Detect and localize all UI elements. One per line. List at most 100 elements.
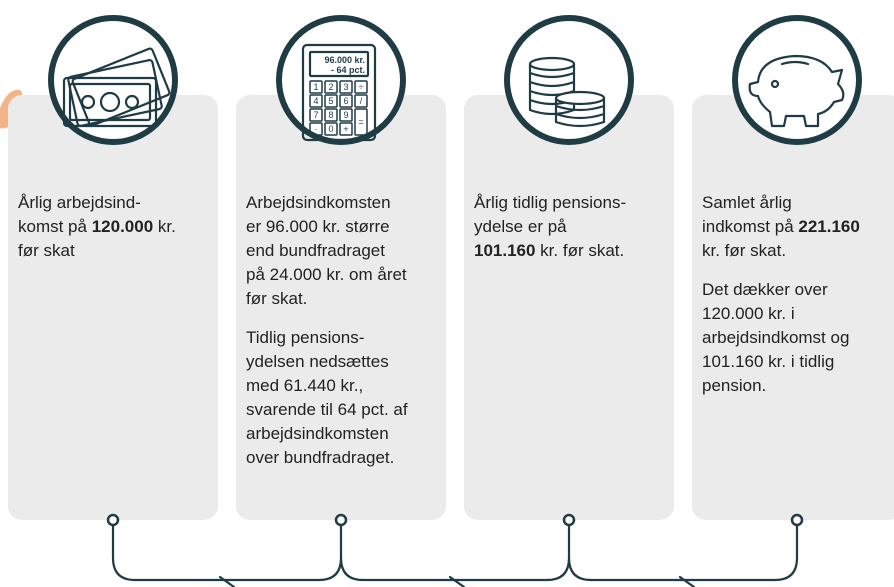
calc-key-label: + [343, 124, 348, 134]
calc-key-label: 6 [343, 96, 348, 106]
calc-key-label: 5 [328, 96, 333, 106]
calc-display: 96.000 kr. [324, 55, 365, 65]
coins-icon [528, 56, 606, 128]
text-run: Årlig tidlig pensions- [474, 193, 626, 212]
card-text-line: ydelse er på [474, 217, 567, 236]
card-text-line: pension. [702, 376, 766, 395]
calc-key [309, 80, 323, 94]
calc-key-label: 4 [313, 96, 318, 106]
text-run: komst på [18, 217, 92, 236]
calc-key [339, 80, 353, 94]
card-text-line: arbejdsindkomst og [702, 328, 849, 347]
calc-key [339, 122, 353, 136]
text-run: 120.000 kr. i [702, 304, 795, 323]
bold-run: 120.000 [92, 217, 153, 236]
text-run: Arbejdsindkomsten [246, 193, 391, 212]
card-text-line: før skat. [246, 289, 307, 308]
calc-key [339, 108, 353, 122]
calc-key-label: 3 [343, 82, 348, 92]
card-text-line: Årlig tidlig pensions- [474, 193, 626, 212]
card-text-line: på 24.000 kr. om året [246, 265, 407, 284]
text-run: før skat [18, 241, 75, 260]
calc-key-label: ÷ [359, 82, 364, 92]
card-text-line: indkomst på 221.160 [702, 217, 860, 236]
pin [790, 513, 804, 527]
text-run: arbejdsindkomst og [702, 328, 849, 347]
calc-key-label: = [358, 117, 363, 127]
pin [334, 513, 348, 527]
card-text-line: komst på 120.000 kr. [18, 217, 176, 236]
card [236, 95, 446, 520]
card-text-line: kr. før skat. [702, 241, 786, 260]
calc-key [354, 94, 368, 108]
text-run: 101.160 kr. i tidlig [702, 352, 834, 371]
money-icon [62, 47, 171, 128]
icon-circle [732, 15, 862, 145]
text-run: ydelse er på [474, 217, 567, 236]
calc-key [354, 80, 368, 94]
connector-ticks [218, 575, 696, 587]
card [8, 95, 218, 520]
card-text-line: arbejdsindkomsten [246, 424, 389, 443]
card-text-line: Årlig arbejdsind- [18, 193, 141, 212]
icons: 96.000 kr. - 64 pct. 1 2 3 ÷ 4 5 6 / 7 8 9 = · 0 + [62, 43, 845, 142]
text-run: med 61.440 kr., [246, 376, 363, 395]
text-run: Tidlig pensions- [246, 328, 364, 347]
calc-key-label: 8 [328, 110, 333, 120]
connector [111, 523, 799, 582]
calc-key [324, 122, 338, 136]
card-text-line: 101.160 kr. før skat. [474, 241, 624, 260]
text-run: arbejdsindkomsten [246, 424, 389, 443]
card-text-line: er 96.000 kr. større [246, 217, 390, 236]
calc-key-label: 1 [313, 82, 318, 92]
calc-display: - 64 pct. [331, 65, 365, 75]
card-text-line: end bundfradraget [246, 241, 385, 260]
card-text-line: Arbejdsindkomsten [246, 193, 391, 212]
calc-key-label: · [315, 124, 318, 134]
calc-key-label: / [360, 96, 363, 106]
calc-key [339, 94, 353, 108]
calc-key [324, 94, 338, 108]
text-run: Årlig arbejdsind- [18, 193, 141, 212]
card [692, 95, 894, 520]
card-text-line: ydelsen nedsættes [246, 352, 389, 371]
bold-run: 221.160 [798, 217, 859, 236]
cards: Årlig arbejdsind-komst på 120.000 kr. før… [8, 15, 894, 520]
card-text-line: 101.160 kr. i tidlig [702, 352, 834, 371]
card [464, 95, 674, 520]
text-run: kr. før skat. [535, 241, 624, 260]
pin [106, 513, 120, 527]
calc-key-label: 0 [328, 124, 333, 134]
text-run: før skat. [246, 289, 307, 308]
calc-key [309, 108, 323, 122]
pins [106, 513, 804, 527]
calc-key [324, 108, 338, 122]
card-text-line: 120.000 kr. i [702, 304, 795, 323]
text-run: over bundfradraget. [246, 448, 394, 467]
piggy-icon [748, 54, 845, 128]
calc-key-label: 7 [313, 110, 318, 120]
icon-circle [48, 15, 178, 145]
calc-key [324, 80, 338, 94]
text-run: er 96.000 kr. større [246, 217, 390, 236]
text-run: kr. [153, 217, 176, 236]
text-run: end bundfradraget [246, 241, 385, 260]
calc-key [309, 122, 323, 136]
card-text-line: med 61.440 kr., [246, 376, 363, 395]
text-run: svarende til 64 pct. af [246, 400, 408, 419]
card-text-line: svarende til 64 pct. af [246, 400, 408, 419]
text-run: på 24.000 kr. om året [246, 265, 407, 284]
text-run: kr. før skat. [702, 241, 786, 260]
text-run: ydelsen nedsættes [246, 352, 389, 371]
card-text-line: før skat [18, 241, 75, 260]
calc-key-label: 9 [343, 110, 348, 120]
bold-run: 101.160 [474, 241, 535, 260]
calculator-icon: 96.000 kr. - 64 pct. 1 2 3 ÷ 4 5 6 / 7 8 9 = · 0 + [301, 43, 377, 142]
text-run: Det dækker over [702, 280, 828, 299]
calc-key [354, 108, 368, 136]
card-text-line: Det dækker over [702, 280, 828, 299]
icon-circle [504, 15, 634, 145]
card-text-line: Tidlig pensions- [246, 328, 364, 347]
text-run: Samlet årlig [702, 193, 792, 212]
